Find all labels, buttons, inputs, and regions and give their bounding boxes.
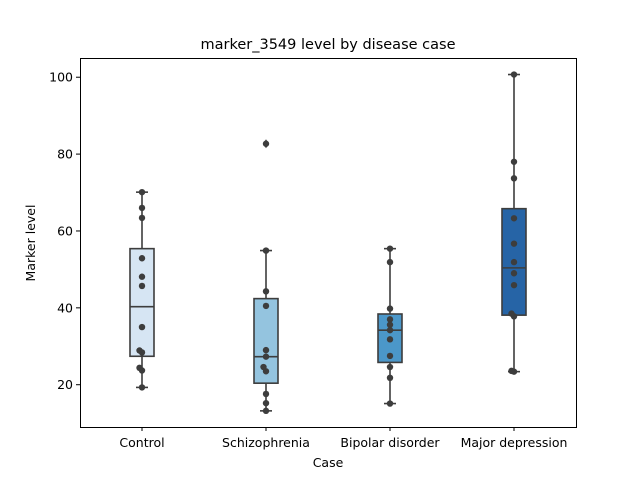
data-point <box>138 204 146 212</box>
x-axis-label: Case <box>313 455 344 470</box>
data-point <box>386 400 394 407</box>
iqr-box <box>253 297 279 384</box>
data-point <box>386 336 394 343</box>
x-tick-label: Control <box>119 435 164 450</box>
data-point <box>510 258 518 266</box>
x-tick-label: Bipolar disorder <box>340 435 440 450</box>
data-point <box>262 407 270 415</box>
box-schizophrenia <box>253 139 279 412</box>
data-point <box>138 214 146 222</box>
data-point <box>260 363 267 371</box>
data-point <box>386 363 394 371</box>
data-point <box>386 374 394 381</box>
y-tick-label: 40 <box>57 300 73 315</box>
box-control <box>129 191 155 389</box>
data-point <box>386 258 394 266</box>
data-point <box>262 140 270 147</box>
data-point <box>510 240 518 247</box>
x-tick-label: Major depression <box>461 435 568 450</box>
data-point <box>386 326 394 334</box>
data-point <box>262 288 270 295</box>
data-point <box>510 158 518 165</box>
data-point <box>138 384 146 391</box>
plot-frame <box>80 58 577 428</box>
data-point <box>510 215 518 222</box>
data-point <box>262 346 270 354</box>
data-point <box>386 245 394 252</box>
data-point <box>510 281 518 289</box>
y-tick-label: 20 <box>57 377 73 392</box>
data-point <box>510 270 518 277</box>
chart-title: marker_3549 level by disease case <box>201 37 456 53</box>
data-point <box>136 347 143 354</box>
data-point <box>510 175 518 182</box>
data-point <box>262 399 270 407</box>
data-point <box>386 352 394 360</box>
data-point <box>508 310 515 317</box>
data-point <box>508 367 515 375</box>
x-tick-label: Schizophrenia <box>222 435 310 450</box>
plot-area <box>129 71 527 415</box>
data-point <box>386 321 394 328</box>
y-tick-label: 80 <box>57 147 73 162</box>
data-point <box>138 282 146 290</box>
data-point <box>262 247 270 254</box>
data-point <box>138 255 146 262</box>
data-point <box>138 188 146 196</box>
data-point <box>386 316 394 323</box>
iqr-box <box>129 247 155 358</box>
data-point <box>138 323 146 331</box>
data-point <box>136 364 143 372</box>
data-point <box>262 302 270 310</box>
data-point <box>386 305 394 312</box>
data-point <box>262 353 270 360</box>
y-tick-label: 60 <box>57 223 73 238</box>
y-tick-label: 100 <box>49 70 73 85</box>
y-axis-label: Marker level <box>23 205 38 282</box>
data-point <box>510 71 518 78</box>
data-point <box>138 273 146 280</box>
data-point <box>262 390 270 398</box>
